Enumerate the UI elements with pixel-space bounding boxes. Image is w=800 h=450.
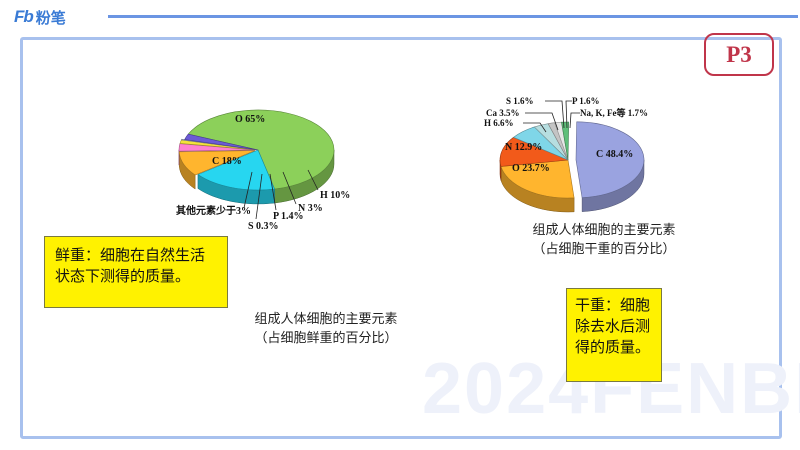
fresh-label-n: N 3% (298, 203, 323, 214)
page-badge: P3 (704, 33, 774, 76)
dry-label-ca: Ca 3.5% (486, 108, 520, 118)
fresh-weight-note: 鲜重：细胞在自然生活状态下测得的质量。 (44, 236, 228, 308)
dry-label-p: P 1.6% (572, 96, 600, 106)
fresh-label-o: O 65% (235, 114, 265, 125)
fresh-slice-0 (187, 109, 335, 190)
fresh-label-p: P 1.4% (273, 211, 304, 222)
fresh-label-other: 其他元素少于3% (176, 204, 251, 217)
fresh-caption-subtitle: （占细胞鲜重的百分比） (254, 331, 398, 346)
fenbi-logo: Fb 粉笔 (14, 7, 66, 27)
fresh-weight-pie (178, 109, 335, 205)
dry-slice-7 (561, 121, 570, 161)
fresh-slice-6 (184, 133, 259, 151)
fresh-weight-caption: 组成人体细胞的主要元素 （占细胞鲜重的百分比） (196, 310, 456, 348)
dry-label-o: O 23.7% (512, 163, 550, 174)
dry-slice-2 (499, 136, 569, 167)
dry-caption-title: 组成人体细胞的主要元素 (532, 223, 676, 238)
dry-label-n: N 12.9% (505, 142, 542, 153)
dry-caption-subtitle: （占细胞干重的百分比） (532, 242, 676, 257)
dry-weight-note: 干重：细胞除去水后测得的质量。 (566, 288, 662, 382)
dry-slice-1 (500, 159, 575, 199)
fresh-slice-2 (178, 150, 256, 176)
dry-label-h: H 6.6% (484, 118, 514, 128)
logo-mark: Fb (14, 7, 34, 26)
dry-label-c: C 48.4% (596, 149, 633, 160)
dry-label-s: S 1.6% (506, 96, 534, 106)
dry-slice-0 (575, 121, 645, 198)
fresh-leader-lines (243, 169, 319, 220)
fresh-label-c: C 18% (212, 156, 242, 167)
fresh-caption-title: 组成人体细胞的主要元素 (254, 312, 398, 327)
fresh-label-s: S 0.3% (248, 221, 279, 232)
fresh-slice-1 (197, 149, 276, 191)
dry-weight-caption: 组成人体细胞的主要元素 （占细胞干重的百分比） (474, 221, 734, 259)
dry-label-other: Na, K, Fe等 1.7% (580, 107, 648, 118)
header-divider (108, 15, 798, 18)
dry-leader-lines (523, 100, 580, 133)
dry-weight-pie (499, 121, 645, 213)
fresh-label-h: H 10% (320, 190, 350, 201)
logo-text: 粉笔 (35, 8, 66, 27)
